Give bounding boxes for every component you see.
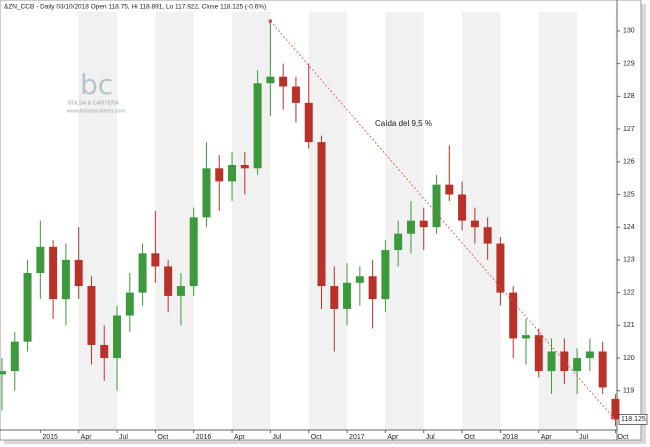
y-tick-label: 128 — [623, 93, 635, 100]
candle-body — [266, 76, 275, 84]
candle-body — [483, 227, 492, 244]
band — [462, 12, 501, 430]
candle-body — [125, 292, 134, 316]
candle-body — [419, 220, 428, 228]
logo-name: BOLSA & CARTERA — [68, 100, 119, 106]
logo-mark: bc — [80, 68, 113, 101]
candle-body — [330, 286, 339, 309]
x-tick-label: Oct — [157, 434, 168, 441]
candle-body — [215, 168, 224, 182]
candle-body — [573, 358, 582, 372]
x-tick-label: Apr — [81, 434, 93, 441]
y-tick-label: 127 — [623, 126, 635, 133]
band — [78, 12, 118, 430]
candle-body — [240, 165, 249, 169]
last-price-box — [618, 414, 648, 425]
candle-body — [10, 341, 19, 372]
candle-body — [304, 102, 313, 143]
candle-body — [100, 344, 109, 359]
candle-body — [189, 217, 198, 287]
candle-body — [355, 276, 364, 283]
candle-body — [547, 351, 556, 372]
annotation: Caída del 9,5 % — [375, 119, 432, 128]
candle-body — [368, 276, 377, 300]
x-tick-label: 2015 — [42, 434, 58, 441]
candle-body — [138, 253, 147, 293]
candle-body — [23, 272, 32, 342]
candle-body — [381, 250, 390, 300]
y-tick-label: 119 — [623, 388, 634, 395]
band — [615, 12, 617, 430]
x-tick-label: Apr — [541, 434, 553, 441]
candle-body — [458, 194, 467, 221]
candle-body — [470, 220, 479, 228]
x-tick-label: 2018 — [502, 434, 518, 441]
candle-body — [49, 246, 58, 300]
y-tick-label: 120 — [623, 355, 635, 362]
trendline-arrow — [610, 415, 616, 421]
candle-body — [317, 142, 326, 287]
x-tick-label: Oct — [311, 434, 322, 441]
y-tick-label: 121 — [623, 322, 635, 329]
candle-body — [36, 246, 45, 273]
last-price-label: 118.125 — [621, 416, 646, 423]
candle-body — [509, 292, 518, 339]
candle-body — [611, 398, 620, 420]
candle-body — [74, 259, 83, 287]
y-tick-label: 129 — [623, 60, 635, 67]
candle-body — [291, 86, 300, 103]
y-tick-label: 123 — [623, 257, 635, 264]
candle-body — [151, 253, 160, 267]
candle-body — [279, 76, 288, 87]
candle-body — [87, 286, 96, 345]
x-tick-label: Apr — [387, 434, 399, 441]
x-tick-label: Jul — [426, 434, 435, 441]
band — [308, 12, 348, 430]
x-tick-label: 2016 — [196, 434, 212, 441]
x-tick-label: Oct — [617, 434, 628, 441]
y-tick-label: 122 — [623, 289, 635, 296]
candle-body — [176, 286, 185, 296]
candle-body — [253, 83, 262, 169]
candle-body — [228, 165, 237, 182]
x-tick-label: Jul — [579, 434, 588, 441]
candle-body — [202, 168, 211, 218]
candle-body — [496, 243, 505, 293]
band — [385, 12, 424, 430]
trendline-start — [268, 19, 273, 23]
y-tick-label: 130 — [623, 28, 635, 35]
band — [232, 12, 271, 430]
logo-url: www.bolsaycartera.com — [66, 108, 125, 114]
candle-body — [521, 335, 530, 339]
y-tick-label: 125 — [623, 191, 635, 198]
x-tick-label: Jul — [119, 434, 128, 441]
chart-title: &ZN_CCB - Daily 03/10/2018 Open 118.75, … — [4, 4, 266, 11]
x-tick-label: Apr — [234, 434, 246, 441]
y-tick-label: 126 — [623, 159, 635, 166]
candle-body — [0, 371, 6, 375]
candle-body — [113, 315, 122, 359]
candle-body — [534, 335, 543, 372]
band — [155, 12, 194, 430]
candle-body — [406, 220, 415, 234]
candle-body — [585, 351, 594, 359]
x-tick-label: Jul — [272, 434, 281, 441]
candle-body — [598, 351, 607, 388]
candle-body — [61, 259, 70, 300]
candle-body — [445, 184, 454, 195]
x-tick-label: Oct — [464, 434, 475, 441]
candle-body — [343, 282, 352, 309]
candle-body — [432, 184, 441, 228]
candle-body — [394, 233, 403, 251]
x-tick-label: 2017 — [349, 434, 365, 441]
y-tick-label: 124 — [623, 224, 635, 231]
band — [538, 12, 578, 430]
candle-body — [164, 266, 173, 296]
